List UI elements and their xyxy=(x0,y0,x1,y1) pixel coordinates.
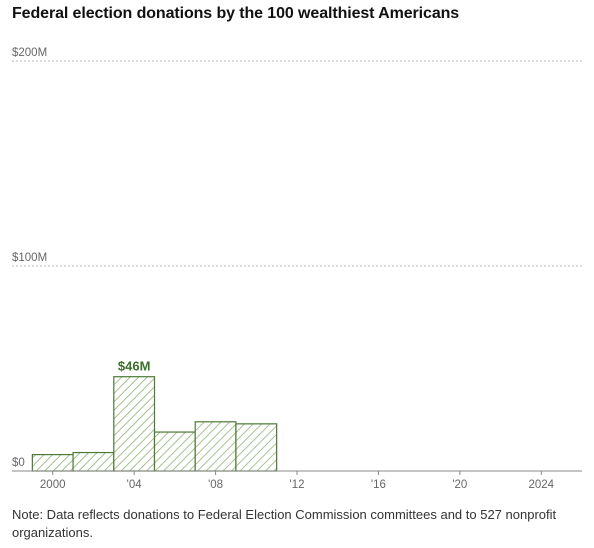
chart-title: Federal election donations by the 100 we… xyxy=(12,5,460,22)
bar xyxy=(31,454,74,472)
x-tick-label: '08 xyxy=(208,479,223,491)
bar xyxy=(235,423,278,472)
y-tick-label: $100M xyxy=(12,252,47,264)
bar xyxy=(113,376,156,472)
y-tick-label: $200M xyxy=(12,47,47,59)
x-tick-label: '12 xyxy=(290,479,305,491)
bars: $46M xyxy=(31,359,278,472)
x-tick-label: 2024 xyxy=(528,479,554,491)
gridlines: $0 $100M $200M xyxy=(12,47,582,469)
footnote: Note: Data reflects donations to Federal… xyxy=(12,507,557,540)
bar-chart: $0 $100M $200M $46M 2000 '04 '08 '12 '16 '20 202… xyxy=(12,47,582,491)
x-tick-label: '04 xyxy=(127,479,143,491)
bar xyxy=(153,431,196,472)
x-tick-label: '16 xyxy=(371,479,386,491)
x-tick-label: 2000 xyxy=(40,479,66,491)
bar-value-label: $46M xyxy=(118,359,151,374)
bar xyxy=(194,421,237,472)
bar xyxy=(72,451,115,472)
y-tick-label: $0 xyxy=(12,457,25,469)
axes: 2000 '04 '08 '12 '16 '20 2024 xyxy=(12,470,582,491)
x-tick-label: '20 xyxy=(452,479,467,491)
